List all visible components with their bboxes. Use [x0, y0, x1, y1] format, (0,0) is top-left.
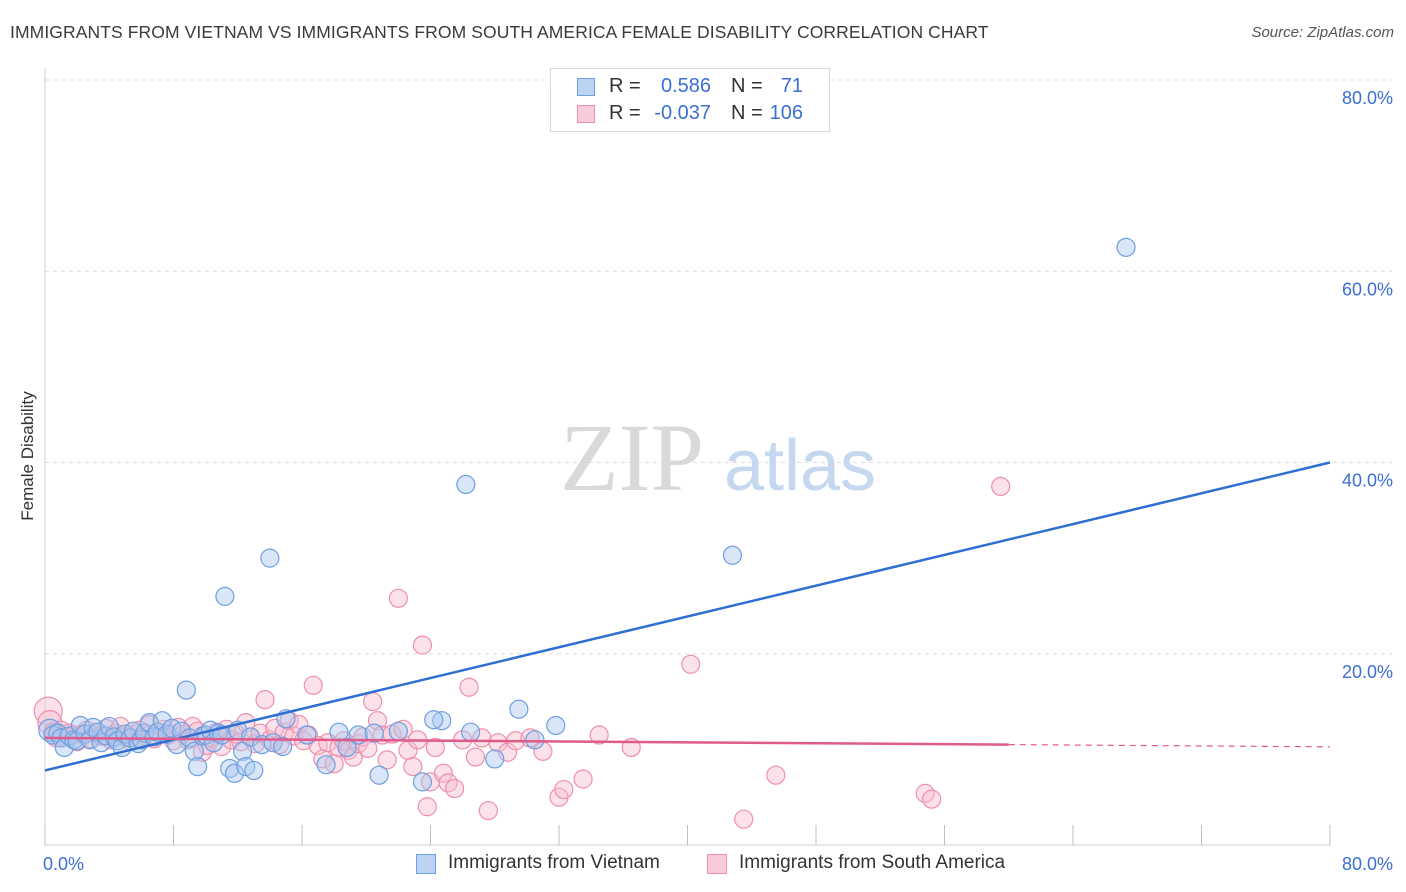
x-tick-label: 0.0%	[43, 854, 84, 874]
chart-title: IMMIGRANTS FROM VIETNAM VS IMMIGRANTS FR…	[10, 22, 989, 42]
south-america-point	[412, 635, 433, 655]
vietnam-point	[224, 763, 245, 783]
south-america-swatch	[577, 105, 595, 123]
vietnam-point	[525, 730, 545, 750]
south-america-point	[367, 711, 388, 731]
y-tick-label: 40.0%	[1342, 471, 1393, 491]
south-america-point	[681, 654, 701, 674]
south-america-point	[478, 800, 498, 821]
vietnam-point	[388, 721, 408, 741]
south-america-point	[589, 725, 609, 745]
r-label: R =	[609, 102, 641, 124]
vietnam-point	[432, 711, 452, 731]
legend-row-south-america: R = -0.037 N = 106	[551, 101, 829, 127]
n-value: 106	[769, 102, 803, 124]
south-america-point	[991, 476, 1011, 497]
vietnam-point	[546, 715, 566, 736]
vietnam-point	[412, 772, 433, 792]
vietnam-point	[424, 710, 444, 730]
vietnam-point	[369, 765, 389, 785]
vietnam-point	[184, 741, 204, 761]
source-credit: Source: ZipAtlas.com	[1251, 24, 1394, 41]
south-america-point	[255, 690, 275, 710]
south-america-point	[573, 769, 593, 789]
trend-lines	[44, 461, 1331, 772]
tick-labels: 20.0% 40.0% 60.0% 80.0% 0.0% 80.0%	[43, 88, 1393, 874]
vietnam-point	[273, 736, 293, 757]
vietnam-point	[263, 733, 283, 753]
vietnam-point	[260, 548, 280, 568]
south-america-point	[459, 677, 479, 697]
y-tick-label: 60.0%	[1342, 279, 1393, 299]
r-label: R =	[609, 75, 641, 97]
vietnam-point	[337, 737, 357, 758]
vietnam-legend-label: Immigrants from Vietnam	[448, 852, 660, 873]
south-america-point	[303, 675, 323, 695]
vietnam-legend-swatch	[416, 854, 436, 874]
watermark: ZIP atlas	[560, 404, 876, 511]
n-value: 71	[780, 75, 803, 97]
south-america-point	[766, 765, 786, 785]
vietnam-points	[38, 237, 1136, 792]
south-america-legend-label: Immigrants from South America	[739, 852, 1006, 873]
south-america-trend-line	[44, 736, 1009, 746]
vietnam-point	[297, 725, 317, 745]
south-america-trend-extension	[1008, 743, 1331, 748]
vietnam-point	[80, 730, 100, 750]
south-america-point	[425, 737, 445, 758]
vietnam-point	[232, 741, 253, 761]
vietnam-point	[316, 755, 336, 775]
y-tick-label: 20.0%	[1342, 662, 1393, 682]
vietnam-point	[187, 756, 208, 777]
south-america-point	[922, 789, 942, 809]
south-america-point	[403, 756, 423, 777]
vietnam-point	[147, 722, 168, 742]
vietnam-trend-line	[44, 461, 1331, 772]
y-tick-label: 80.0%	[1342, 88, 1393, 108]
south-america-point	[433, 763, 453, 783]
vietnam-point	[99, 716, 119, 737]
south-america-point	[363, 691, 383, 712]
vietnam-point	[215, 586, 235, 606]
vietnam-point	[1116, 237, 1136, 257]
vietnam-point	[176, 680, 196, 700]
axes	[44, 68, 1331, 846]
x-tick-label: 80.0%	[1342, 854, 1393, 874]
vietnam-point	[461, 722, 481, 742]
vietnam-point	[456, 474, 476, 495]
vietnam-point	[485, 749, 505, 769]
south-america-legend-swatch	[707, 854, 727, 874]
vietnam-point	[722, 545, 743, 565]
vietnam-point	[241, 727, 261, 747]
south-america-point	[417, 797, 437, 817]
south-america-point	[377, 750, 397, 770]
south-america-point	[388, 588, 408, 608]
vietnam-point	[244, 760, 264, 781]
watermark-zip: ZIP	[560, 404, 704, 511]
south-america-point	[231, 732, 251, 752]
south-america-point	[734, 809, 754, 829]
r-value: 0.586	[660, 75, 711, 97]
south-america-point	[444, 778, 465, 799]
legend-row-vietnam: R = 0.586 N = 71	[551, 74, 829, 100]
south-america-point	[554, 779, 574, 800]
grid-lines	[45, 79, 1392, 655]
vietnam-swatch	[577, 78, 595, 96]
watermark-atlas: atlas	[724, 426, 876, 506]
vietnam-point	[364, 723, 384, 743]
south-america-point	[465, 747, 486, 767]
vietnam-point	[509, 699, 529, 719]
n-label: N =	[731, 75, 763, 97]
south-america-points	[33, 476, 1011, 829]
r-value: -0.037	[654, 102, 711, 124]
stats-legend: R = 0.586 N = 71 R = -0.037 N = 106	[550, 68, 830, 132]
n-label: N =	[731, 102, 763, 124]
